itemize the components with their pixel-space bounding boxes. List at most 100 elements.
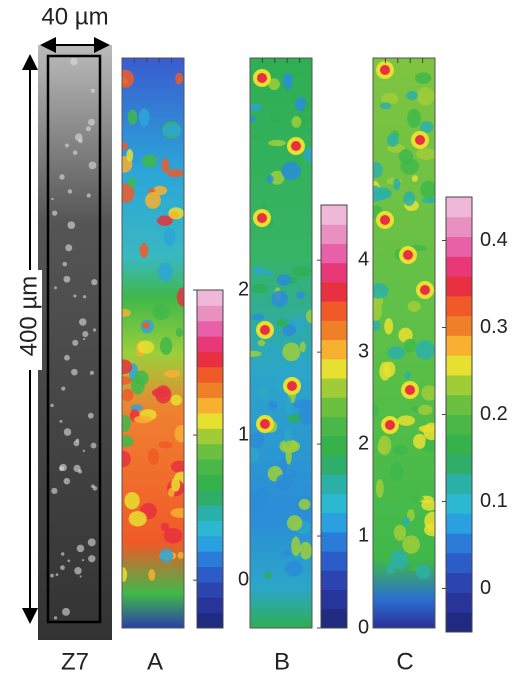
- colorbar-step: [446, 573, 472, 593]
- colorbar-step: [321, 205, 347, 225]
- speckle: [77, 545, 85, 553]
- speckle: [60, 464, 67, 471]
- colorbar-tick-label: 3: [358, 340, 369, 362]
- colorbar-step: [446, 296, 472, 316]
- colorbar-step: [446, 434, 472, 454]
- blob: [380, 102, 392, 109]
- speckle: [61, 387, 65, 391]
- colorbar-tick-label: 2: [238, 278, 249, 300]
- blob: [161, 522, 169, 531]
- blob: [248, 116, 255, 122]
- blob: [164, 228, 176, 247]
- heat-map: [243, 58, 317, 628]
- colorbar-step: [446, 217, 472, 237]
- colorbar-step: [197, 305, 223, 321]
- height-label: 400 µm: [15, 276, 42, 357]
- blob: [243, 351, 262, 357]
- blob: [393, 178, 400, 190]
- colorbar-step: [446, 395, 472, 415]
- panel-label: B: [274, 648, 290, 675]
- colorbar-step: [446, 256, 472, 276]
- colorbar-step: [197, 613, 223, 629]
- colorbar-step: [197, 351, 223, 367]
- blob: [158, 441, 172, 448]
- blob: [404, 339, 417, 353]
- blob: [409, 495, 424, 501]
- colorbar-tick-label: 0: [480, 577, 491, 599]
- blob: [169, 211, 179, 219]
- colorbar-step: [446, 276, 472, 296]
- blob: [171, 461, 188, 473]
- speckle: [50, 574, 54, 578]
- colorbar-step: [197, 551, 223, 567]
- speckle: [76, 439, 80, 443]
- blob: [397, 415, 415, 425]
- speckle: [82, 331, 88, 337]
- colorbar-step: [446, 415, 472, 435]
- colorbar-step: [321, 474, 347, 494]
- blob: [134, 416, 152, 424]
- blob: [417, 87, 435, 105]
- blob: [402, 517, 410, 526]
- blob: [162, 158, 170, 173]
- spot: [420, 285, 430, 295]
- colorbar-step: [446, 237, 472, 257]
- blob: [287, 515, 302, 531]
- blob: [142, 322, 150, 329]
- blob: [407, 109, 421, 128]
- blob: [276, 319, 287, 327]
- colorbar-step: [321, 570, 347, 590]
- blob: [402, 535, 420, 553]
- colorbar-step: [321, 609, 347, 629]
- blob: [412, 175, 418, 182]
- speckle: [51, 198, 53, 200]
- spot: [380, 65, 390, 75]
- blob: [251, 314, 264, 320]
- blob: [285, 561, 303, 577]
- blob: [387, 134, 399, 147]
- blob: [122, 389, 134, 401]
- speckle: [91, 443, 97, 449]
- blob: [162, 124, 181, 137]
- spot: [415, 135, 425, 145]
- blob: [393, 445, 408, 455]
- speckle: [88, 119, 95, 126]
- blob: [128, 110, 138, 125]
- colorbar-step: [197, 582, 223, 598]
- blob: [299, 406, 315, 425]
- blob: [424, 523, 441, 536]
- colorbar-tick-label: 0.1: [480, 490, 508, 512]
- colorbar-step: [446, 612, 472, 632]
- speckle: [68, 189, 72, 193]
- blob: [369, 283, 388, 298]
- blob: [405, 371, 411, 379]
- colorbar-tick-label: 0.2: [480, 403, 508, 425]
- blob: [423, 423, 439, 440]
- speckle: [91, 89, 95, 93]
- colorbar-step: [197, 459, 223, 475]
- colorbar-step: [446, 494, 472, 514]
- blob: [282, 441, 300, 453]
- blob: [369, 186, 382, 202]
- blob: [265, 572, 272, 579]
- colorbar-step: [446, 355, 472, 375]
- heat-map: [113, 58, 190, 628]
- spot: [291, 141, 301, 151]
- colorbar-step: [446, 592, 472, 612]
- colorbar-step: [321, 590, 347, 610]
- speckle: [64, 478, 71, 485]
- colorbar-step: [197, 336, 223, 352]
- speckle: [62, 608, 70, 616]
- speckle: [88, 413, 94, 419]
- blob: [253, 133, 265, 140]
- colorbar-step: [321, 551, 347, 571]
- blob: [113, 376, 132, 385]
- blob: [117, 309, 131, 317]
- blob: [418, 405, 433, 415]
- colorbar-step: [197, 505, 223, 521]
- speckle: [75, 133, 83, 141]
- speckle: [83, 295, 86, 298]
- colorbar-step: [446, 474, 472, 494]
- blob: [119, 435, 134, 447]
- speckle: [91, 279, 97, 285]
